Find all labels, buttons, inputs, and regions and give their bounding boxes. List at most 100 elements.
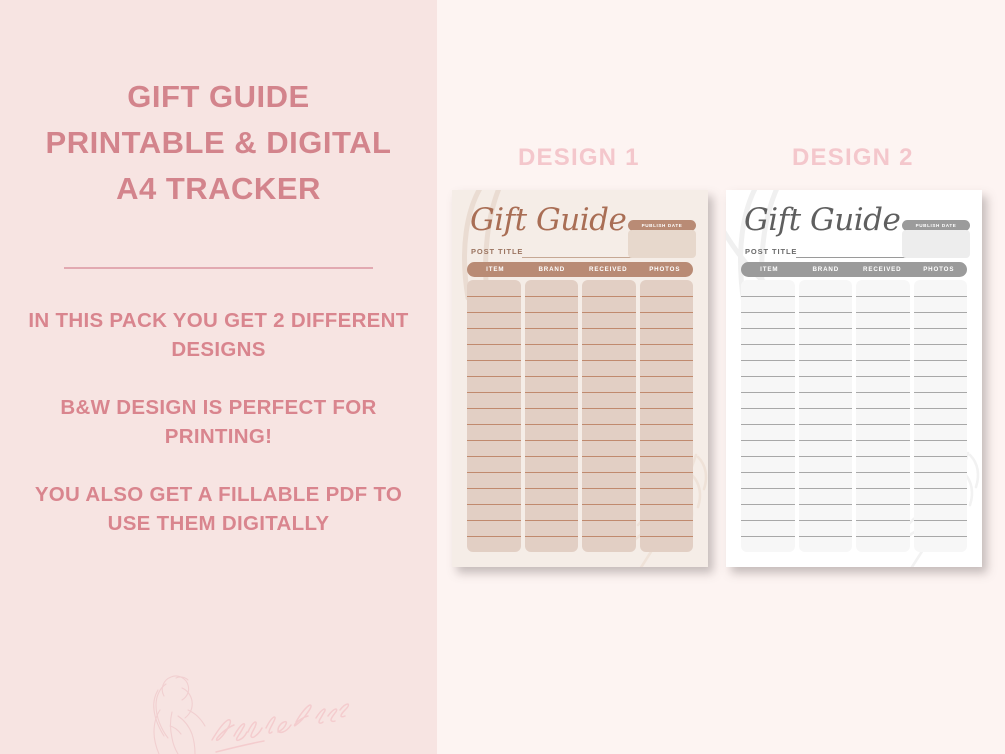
grid-row-separator (913, 472, 967, 473)
grid-column-received[interactable] (856, 280, 910, 552)
grid-row-separator (467, 376, 521, 377)
publish-date-field[interactable] (902, 230, 970, 258)
grid-row-separator (639, 520, 693, 521)
grid-row-separator (524, 456, 578, 457)
grid-column-received[interactable] (582, 280, 636, 552)
grid-row-separator (798, 504, 852, 505)
grid-row-separator (798, 424, 852, 425)
grid-column-item[interactable] (741, 280, 795, 552)
grid-row-separator (856, 504, 910, 505)
grid-row-separator (856, 312, 910, 313)
table-column-headers: ITEM BRAND RECEIVED PHOTOS (741, 262, 967, 277)
grid-row-separator (856, 328, 910, 329)
grid-row-separator (639, 376, 693, 377)
grid-row-separator (467, 440, 521, 441)
grid-row-separator (467, 408, 521, 409)
grid-column-photos[interactable] (913, 280, 967, 552)
grid-row-separator (913, 520, 967, 521)
grid-row-separator (741, 344, 795, 345)
grid-row-separator (913, 344, 967, 345)
grid-row-separator (639, 408, 693, 409)
grid-row-separator (524, 328, 578, 329)
grid-row-separator (582, 392, 636, 393)
post-title-field[interactable]: POST TITLE (745, 245, 925, 259)
grid-row-separator (639, 424, 693, 425)
grid-row-separator (856, 360, 910, 361)
grid-row-separator (524, 472, 578, 473)
grid-row-separator (467, 360, 521, 361)
grid-row-separator (582, 344, 636, 345)
grid-row-separator (798, 360, 852, 361)
grid-column-photos[interactable] (639, 280, 693, 552)
grid-row-separator (798, 296, 852, 297)
grid-row-separator (467, 520, 521, 521)
grid-row-separator (467, 392, 521, 393)
headline-line-3: A4 TRACKER (116, 171, 321, 206)
publish-date-field[interactable] (628, 230, 696, 258)
grid-row-separator (524, 312, 578, 313)
grid-row-separator (741, 456, 795, 457)
design-1-label: DESIGN 1 (518, 144, 640, 171)
grid-row-separator (524, 520, 578, 521)
grid-column-brand[interactable] (524, 280, 578, 552)
grid-row-separator (798, 488, 852, 489)
grid-row-separator (467, 344, 521, 345)
grid-row-separator (913, 328, 967, 329)
grid-row-separator (741, 360, 795, 361)
grid-row-separator (524, 408, 578, 409)
grid-row-separator (582, 328, 636, 329)
tracker-grid[interactable] (741, 280, 967, 552)
grid-row-separator (798, 344, 852, 345)
grid-row-separator (524, 376, 578, 377)
grid-row-separator (467, 472, 521, 473)
grid-row-separator (741, 296, 795, 297)
grid-row-separator (639, 344, 693, 345)
grid-row-separator (524, 504, 578, 505)
grid-row-separator (524, 536, 578, 537)
brand-watermark-logo (120, 666, 360, 754)
column-header-item: ITEM (760, 266, 779, 273)
grid-row-separator (913, 504, 967, 505)
grid-row-separator (798, 312, 852, 313)
grid-row-separator (467, 488, 521, 489)
grid-row-separator (741, 312, 795, 313)
post-title-label: POST TITLE (745, 247, 798, 256)
grid-row-separator (741, 408, 795, 409)
grid-row-separator (856, 408, 910, 409)
card-title: Gift Guide (744, 202, 901, 238)
grid-row-separator (741, 440, 795, 441)
grid-row-separator (798, 536, 852, 537)
grid-row-separator (639, 536, 693, 537)
tracker-grid[interactable] (467, 280, 693, 552)
grid-column-item[interactable] (467, 280, 521, 552)
design-1-preview-card[interactable]: Gift Guide POST TITLE PUBLISH DATE ITEM … (452, 190, 708, 567)
grid-row-separator (639, 504, 693, 505)
grid-row-separator (741, 472, 795, 473)
grid-row-separator (856, 424, 910, 425)
grid-row-separator (467, 456, 521, 457)
column-header-brand: BRAND (812, 266, 840, 273)
grid-row-separator (741, 488, 795, 489)
grid-row-separator (582, 312, 636, 313)
grid-row-separator (913, 488, 967, 489)
grid-row-separator (639, 440, 693, 441)
post-title-field[interactable]: POST TITLE (471, 245, 651, 259)
grid-row-separator (856, 520, 910, 521)
grid-row-separator (913, 392, 967, 393)
grid-row-separator (741, 376, 795, 377)
grid-row-separator (798, 392, 852, 393)
design-2-preview-card[interactable]: Gift Guide POST TITLE PUBLISH DATE ITEM … (726, 190, 982, 567)
grid-row-separator (856, 296, 910, 297)
grid-row-separator (913, 424, 967, 425)
post-title-underline (522, 257, 650, 258)
grid-column-brand[interactable] (798, 280, 852, 552)
grid-row-separator (582, 504, 636, 505)
grid-row-separator (741, 328, 795, 329)
grid-row-separator (856, 376, 910, 377)
grid-row-separator (913, 376, 967, 377)
design-2-label: DESIGN 2 (792, 144, 914, 171)
grid-row-separator (741, 424, 795, 425)
divider (64, 267, 373, 269)
grid-row-separator (741, 392, 795, 393)
grid-row-separator (798, 328, 852, 329)
